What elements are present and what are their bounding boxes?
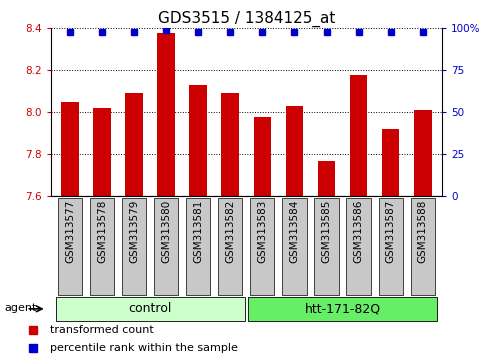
Text: GSM313586: GSM313586: [354, 199, 364, 263]
Text: htt-171-82Q: htt-171-82Q: [304, 302, 381, 315]
Bar: [254, 116, 271, 354]
Bar: [122, 199, 146, 295]
Bar: [250, 199, 274, 295]
Bar: [56, 297, 245, 321]
Text: GSM313588: GSM313588: [418, 199, 428, 263]
Text: GSM313580: GSM313580: [161, 199, 171, 263]
Bar: [248, 297, 437, 321]
Text: GSM313577: GSM313577: [65, 199, 75, 263]
Bar: [285, 106, 303, 354]
Bar: [318, 161, 335, 354]
Bar: [379, 199, 403, 295]
Bar: [382, 129, 399, 354]
Text: control: control: [128, 302, 172, 315]
Bar: [218, 199, 242, 295]
Text: GSM313585: GSM313585: [322, 199, 331, 263]
Text: GSM313587: GSM313587: [385, 199, 396, 263]
Bar: [222, 93, 239, 354]
Bar: [346, 199, 370, 295]
Text: GSM313584: GSM313584: [289, 199, 299, 263]
Bar: [157, 33, 175, 354]
Title: GDS3515 / 1384125_at: GDS3515 / 1384125_at: [157, 11, 335, 27]
Bar: [90, 199, 114, 295]
Bar: [314, 199, 339, 295]
Bar: [414, 110, 431, 354]
Text: GSM313581: GSM313581: [193, 199, 203, 263]
Text: GSM313578: GSM313578: [97, 199, 107, 263]
Bar: [411, 199, 435, 295]
Text: GSM313579: GSM313579: [129, 199, 139, 263]
Bar: [61, 102, 79, 354]
Text: GSM313582: GSM313582: [225, 199, 235, 263]
Bar: [189, 85, 207, 354]
Bar: [154, 199, 178, 295]
Text: agent: agent: [4, 303, 36, 313]
Bar: [350, 75, 368, 354]
Bar: [186, 199, 211, 295]
Bar: [93, 108, 111, 354]
Bar: [58, 199, 82, 295]
Bar: [282, 199, 307, 295]
Bar: [125, 93, 143, 354]
Text: transformed count: transformed count: [50, 325, 154, 335]
Text: GSM313583: GSM313583: [257, 199, 268, 263]
Text: percentile rank within the sample: percentile rank within the sample: [50, 343, 238, 353]
